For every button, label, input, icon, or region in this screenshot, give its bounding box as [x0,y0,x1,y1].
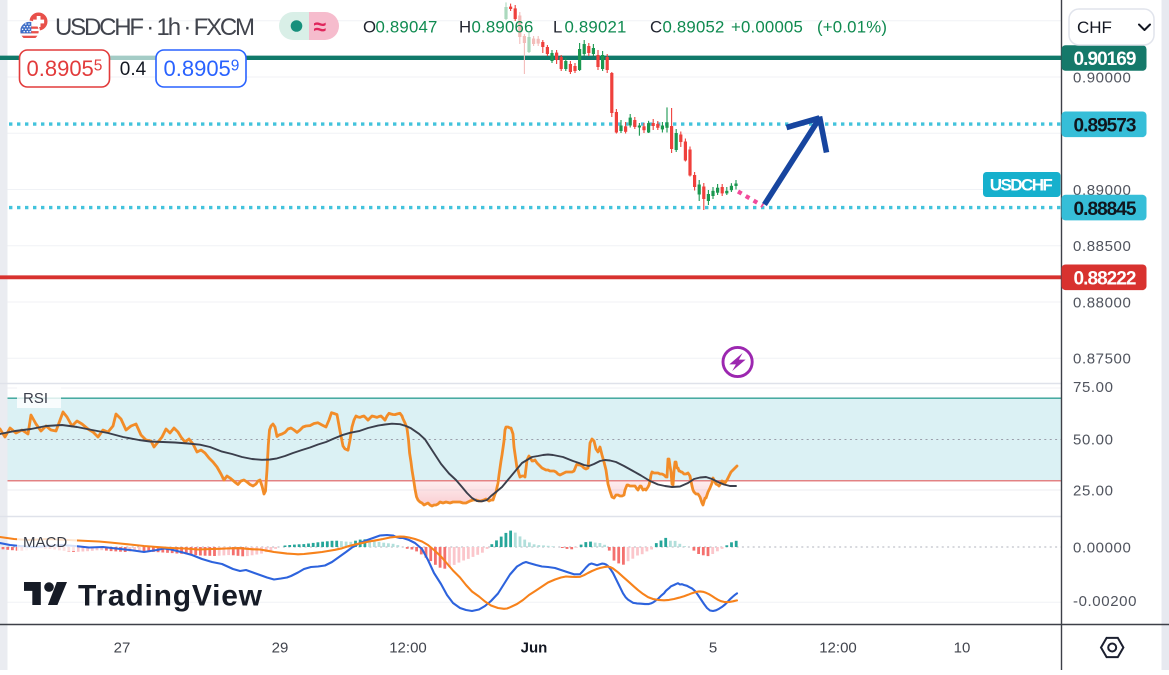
svg-text:27: 27 [114,640,131,657]
svg-text:0.89021: 0.89021 [565,18,627,37]
svg-text:10: 10 [954,640,971,657]
svg-text:0.89052: 0.89052 [663,18,725,37]
svg-text:≈: ≈ [314,14,327,40]
svg-text:29: 29 [272,640,289,657]
svg-text:-0.00200: -0.00200 [1073,593,1137,610]
svg-text:12:00: 12:00 [389,640,427,657]
svg-text:25.00: 25.00 [1073,483,1114,500]
svg-text:0.89066: 0.89066 [472,18,534,37]
svg-text:0.88500: 0.88500 [1073,238,1131,255]
svg-text:C: C [650,18,662,37]
svg-text:0.89055: 0.89055 [27,56,103,81]
svg-text:0.88222: 0.88222 [1074,269,1137,290]
svg-text:CHF: CHF [1077,18,1112,37]
svg-text:0.4: 0.4 [120,59,147,80]
svg-text:0.88845: 0.88845 [1074,199,1137,220]
svg-text:H: H [459,18,471,37]
svg-text:(+0.01%): (+0.01%) [817,18,887,37]
svg-text:O: O [363,18,376,37]
svg-text:75.00: 75.00 [1073,379,1114,396]
svg-text:0.89059: 0.89059 [164,56,240,81]
svg-text:0.90000: 0.90000 [1073,70,1131,87]
svg-text:TradingView: TradingView [78,580,263,613]
svg-text:RSI: RSI [23,390,48,407]
svg-text:50.00: 50.00 [1073,432,1114,449]
svg-text:12:00: 12:00 [819,640,857,657]
svg-text:USDCHF · 1h · FXCM: USDCHF · 1h · FXCM [55,14,255,41]
svg-text:0.90169: 0.90169 [1074,49,1137,70]
svg-text:L: L [553,18,563,37]
svg-text:0.88000: 0.88000 [1073,295,1131,312]
svg-text:+0.00005: +0.00005 [731,18,803,37]
svg-text:0.00000: 0.00000 [1073,540,1131,557]
svg-text:0.89047: 0.89047 [376,18,438,37]
svg-text:USDCHF: USDCHF [990,176,1053,195]
svg-text:5: 5 [709,640,717,657]
svg-text:Jun: Jun [521,640,548,657]
svg-text:MACD: MACD [23,534,67,551]
svg-text:0.89573: 0.89573 [1074,116,1137,137]
svg-text:0.87500: 0.87500 [1073,351,1131,368]
